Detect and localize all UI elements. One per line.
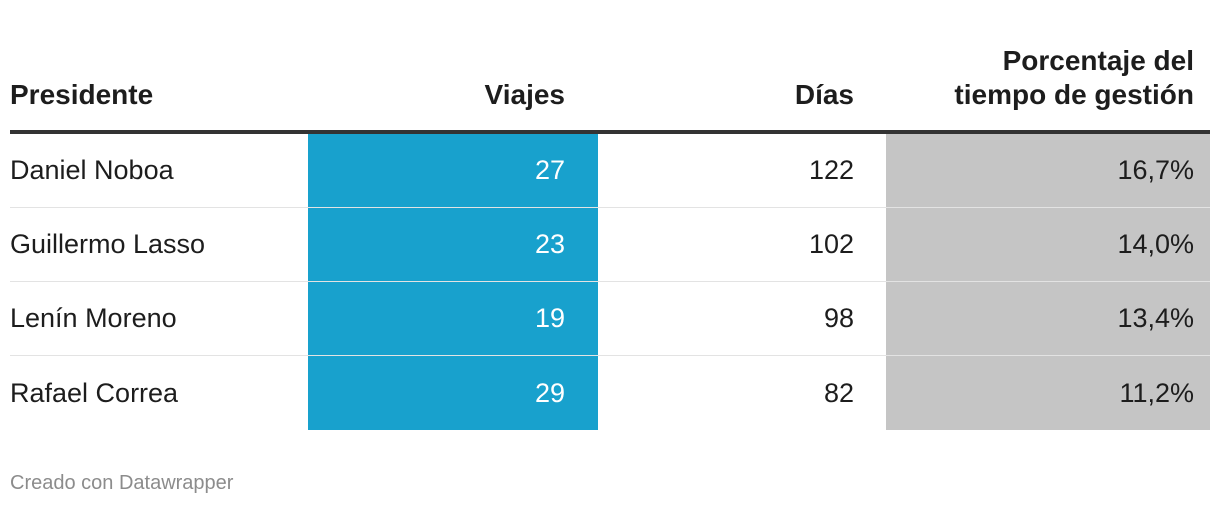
cell-viajes: 23 bbox=[534, 229, 565, 259]
header-porcentaje-line2: tiempo de gestión bbox=[954, 79, 1194, 110]
cell-porcentaje: 11,2% bbox=[1119, 377, 1194, 408]
header-viajes[interactable]: Viajes bbox=[484, 79, 565, 110]
table-row: Rafael Correa 29 82 11,2% bbox=[10, 356, 1210, 430]
porcentaje-column-background bbox=[886, 134, 1210, 430]
viajes-column-background bbox=[308, 134, 598, 430]
header-dias[interactable]: Días bbox=[794, 79, 854, 110]
header-porcentaje[interactable]: Porcentaje del tiempo de gestión bbox=[894, 44, 1194, 112]
data-table: Presidente Viajes Días Porcentaje del ti… bbox=[10, 0, 1210, 430]
cell-presidente: Daniel Noboa bbox=[10, 155, 174, 185]
table-body: Daniel Noboa 27 122 16,7% Guillermo Lasso 23 1… bbox=[10, 134, 1210, 430]
cell-viajes: 19 bbox=[534, 303, 565, 333]
cell-presidente: Guillermo Lasso bbox=[10, 229, 206, 259]
header-porcentaje-line1: Porcentaje del bbox=[1002, 45, 1194, 76]
header-presidente[interactable]: Presidente bbox=[10, 79, 154, 110]
cell-porcentaje: 16,7% bbox=[1117, 155, 1194, 185]
table-row: Daniel Noboa 27 122 16,7% bbox=[10, 134, 1210, 208]
cell-dias: 82 bbox=[823, 377, 854, 408]
cell-viajes: 27 bbox=[534, 155, 565, 185]
cell-dias: 98 bbox=[823, 303, 854, 333]
cell-presidente: Lenín Moreno bbox=[10, 303, 177, 333]
footer-credit: Creado con Datawrapper bbox=[10, 472, 234, 494]
cell-presidente: Rafael Correa bbox=[10, 377, 179, 408]
cell-porcentaje: 13,4% bbox=[1117, 303, 1194, 333]
table-row: Guillermo Lasso 23 102 14,0% bbox=[10, 208, 1210, 282]
table-row: Lenín Moreno 19 98 13,4% bbox=[10, 282, 1210, 356]
cell-dias: 102 bbox=[808, 229, 854, 259]
cell-viajes: 29 bbox=[534, 377, 565, 408]
cell-porcentaje: 14,0% bbox=[1117, 229, 1194, 259]
table-header: Presidente Viajes Días Porcentaje del ti… bbox=[10, 0, 1210, 134]
cell-dias: 122 bbox=[808, 155, 854, 185]
